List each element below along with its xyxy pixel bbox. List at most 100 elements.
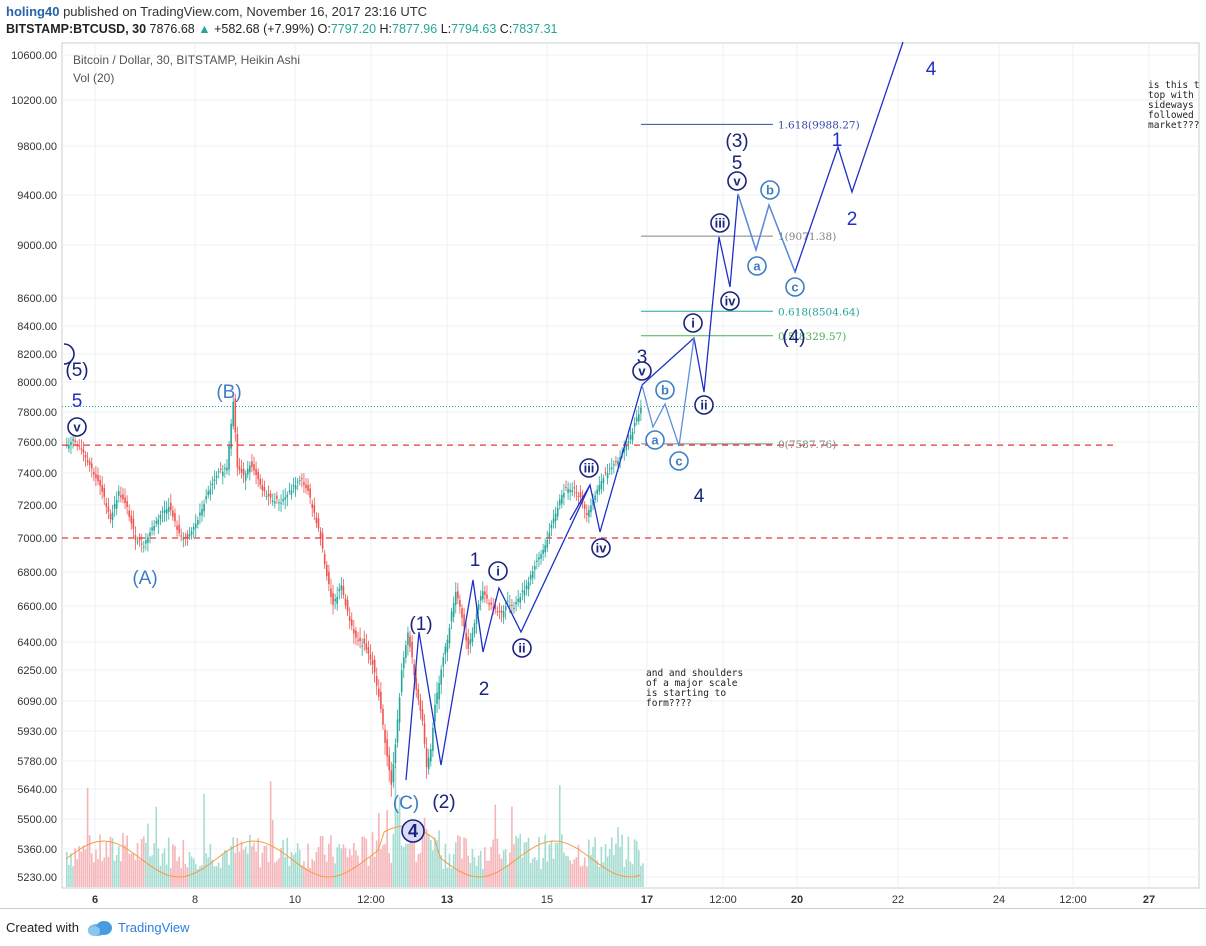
volume-bar bbox=[619, 846, 621, 887]
volume-bar bbox=[165, 864, 168, 887]
candle-body bbox=[336, 596, 338, 604]
volume-bar bbox=[463, 837, 465, 887]
volume-bar bbox=[579, 866, 582, 887]
volume-bar bbox=[355, 850, 357, 887]
wave-circle-text: iii bbox=[715, 216, 726, 231]
volume-bar bbox=[407, 843, 409, 887]
volume-bar bbox=[244, 846, 247, 887]
volume-bar bbox=[446, 867, 449, 887]
candle-body bbox=[430, 749, 432, 762]
candle-body bbox=[319, 531, 322, 539]
candle-body bbox=[479, 596, 482, 601]
volume-bar bbox=[569, 860, 571, 887]
volume-bar bbox=[226, 850, 228, 887]
candle-body bbox=[604, 472, 607, 474]
candle-body bbox=[375, 676, 378, 686]
candle-body bbox=[534, 566, 536, 570]
y-tick-label: 9400.00 bbox=[17, 190, 57, 202]
candle-body bbox=[517, 598, 519, 603]
volume-bar bbox=[575, 857, 578, 887]
wave-circle bbox=[683, 313, 703, 333]
candle-body bbox=[261, 485, 264, 491]
candle-body bbox=[486, 594, 488, 599]
volume-bar bbox=[421, 826, 424, 887]
candle-body bbox=[192, 527, 195, 530]
volume-bar bbox=[477, 855, 480, 887]
volume-bar bbox=[115, 854, 118, 887]
candle-body bbox=[80, 448, 83, 450]
candle-body bbox=[463, 614, 465, 627]
candle-body bbox=[346, 599, 349, 612]
volume-bar bbox=[531, 858, 534, 887]
candle-body bbox=[290, 490, 293, 495]
volume-bar bbox=[608, 848, 611, 887]
candle-body bbox=[230, 423, 232, 449]
annotation-line: is starting to bbox=[646, 688, 726, 699]
author-name[interactable]: holing40 bbox=[6, 4, 60, 19]
volume-bar bbox=[482, 868, 484, 887]
x-tick-label: 15 bbox=[541, 894, 553, 906]
candle-body bbox=[500, 610, 503, 613]
candle-body bbox=[638, 414, 640, 422]
volume-ma-line bbox=[65, 825, 641, 878]
candle-body bbox=[197, 520, 199, 525]
volume-bar bbox=[542, 857, 544, 887]
volume-bar bbox=[68, 864, 70, 887]
volume-bar bbox=[142, 836, 145, 887]
volume-bar bbox=[128, 853, 130, 887]
candle-body bbox=[438, 683, 440, 700]
candle-body bbox=[140, 543, 143, 545]
volume-bar bbox=[402, 847, 405, 887]
volume-bar bbox=[525, 842, 528, 887]
fib-level-label: 1.618(9988.27) bbox=[778, 119, 860, 131]
volume-bar bbox=[415, 861, 418, 887]
wave-label: (C) bbox=[393, 793, 419, 814]
wave-circle-text: a bbox=[753, 259, 761, 274]
volume-bar bbox=[436, 840, 438, 887]
circled-wave-label: b bbox=[760, 180, 780, 200]
circled-wave-label: a bbox=[747, 256, 767, 276]
candle-body bbox=[274, 501, 276, 504]
x-tick-label: 8 bbox=[192, 894, 198, 906]
candle-body bbox=[120, 495, 122, 498]
wave-circle bbox=[67, 417, 87, 437]
wave-circle bbox=[488, 561, 508, 581]
candle-body bbox=[246, 468, 249, 475]
candle-body bbox=[461, 608, 463, 618]
wave-circle bbox=[785, 277, 805, 297]
tradingview-brand[interactable]: TradingView bbox=[118, 920, 190, 935]
candle-body bbox=[244, 473, 247, 481]
volume-bar bbox=[261, 852, 264, 887]
volume-bar bbox=[124, 845, 126, 887]
wave-circle-text: c bbox=[675, 454, 682, 469]
volume-bar bbox=[610, 837, 613, 887]
candle-body bbox=[540, 554, 542, 559]
candle-body bbox=[251, 461, 253, 467]
y-tick-label: 6400.00 bbox=[17, 637, 57, 649]
wave-circle bbox=[694, 395, 714, 415]
volume-bar bbox=[450, 868, 453, 887]
circled-wave-label: 4 bbox=[401, 819, 425, 843]
volume-bar bbox=[590, 854, 592, 887]
volume-bar bbox=[638, 850, 640, 887]
candle-body bbox=[448, 627, 451, 644]
price-chart[interactable]: 10600.0010200.009800.009400.009000.00860… bbox=[0, 0, 1206, 908]
candle-body bbox=[563, 493, 565, 498]
volume-bar bbox=[583, 857, 586, 887]
candle-body bbox=[619, 457, 621, 460]
volume-bar bbox=[430, 840, 432, 887]
volume-bar bbox=[296, 843, 299, 887]
volume-bar bbox=[151, 855, 153, 887]
candle-body bbox=[623, 449, 626, 453]
volume-bar bbox=[257, 838, 259, 887]
tradingview-logo-icon[interactable] bbox=[86, 919, 114, 937]
volume-bar bbox=[338, 844, 341, 887]
volume-bar bbox=[163, 848, 166, 887]
wave-circle bbox=[760, 180, 780, 200]
candle-body bbox=[367, 647, 370, 654]
elliott-wave-line bbox=[569, 484, 591, 521]
candle-body bbox=[502, 611, 505, 618]
volume-bar bbox=[290, 852, 293, 887]
volume-bar bbox=[147, 823, 149, 887]
symbol-ohlc-line: BITSTAMP:BTCUSD, 30 7876.68 ▲ +582.68 (+… bbox=[6, 22, 557, 36]
